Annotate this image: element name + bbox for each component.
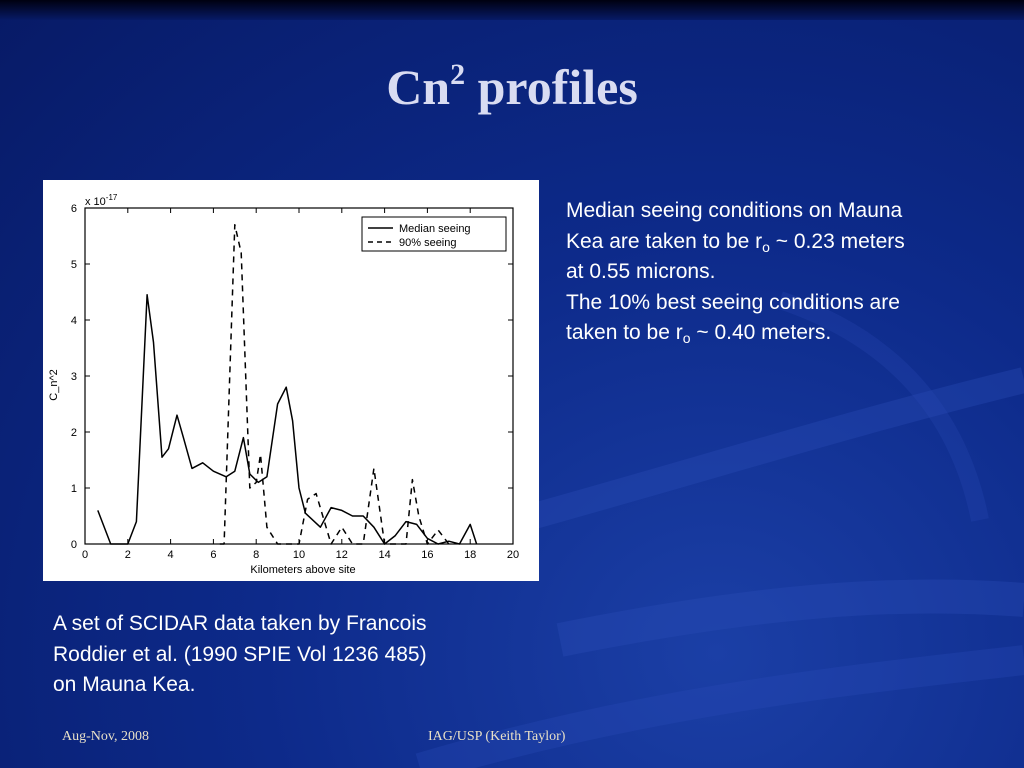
y-tick-label: 0 xyxy=(71,539,77,551)
y-tick-label: 3 xyxy=(71,371,77,383)
side-line-5-sub: o xyxy=(682,330,691,346)
figure-caption: A set of SCIDAR data taken by Francois R… xyxy=(53,609,533,701)
side-line-2-sub: o xyxy=(762,238,770,255)
x-tick-label: 2 xyxy=(125,549,131,561)
legend-median-label: Median seeing xyxy=(399,223,471,235)
x-tick-label: 16 xyxy=(421,549,433,561)
side-line-3: at 0.55 microns. xyxy=(566,260,716,283)
footer-date: Aug-Nov, 2008 xyxy=(62,729,149,744)
x-axis-label: Kilometers above site xyxy=(250,564,355,576)
caption-line-2: Roddier et al. (1990 SPIE Vol 1236 485) xyxy=(53,642,427,666)
side-line-2: Kea are taken to be ro ~ 0.23 meters xyxy=(566,227,1006,258)
x-tick-label: 6 xyxy=(210,549,216,561)
title-superscript: 2 xyxy=(450,58,466,91)
footer-credit: IAG/USP (Keith Taylor) xyxy=(428,729,566,744)
series-median-seeing xyxy=(97,294,478,545)
plot-frame xyxy=(84,207,514,545)
y-tick-label: 1 xyxy=(71,483,77,495)
seeing-description: Median seeing conditions on Mauna Kea ar… xyxy=(566,196,1006,349)
side-line-1: Median seeing conditions on Mauna xyxy=(566,199,903,222)
legend-90-label: 90% seeing xyxy=(399,237,457,249)
x-tick-label: 4 xyxy=(168,549,174,561)
slide-title: Cn2 profiles xyxy=(0,58,1024,116)
caption-line-3: on Mauna Kea. xyxy=(53,673,196,696)
side-line-2a: Kea are taken to be r xyxy=(566,229,763,253)
cn2-profile-chart: 0 2 4 6 8 10 12 14 16 18 20 0 1 2 3 4 5 6 Median seeing 9… xyxy=(43,180,539,581)
y-tick-label: 2 xyxy=(71,427,77,439)
side-line-5b: ~ 0.40 meters. xyxy=(690,321,832,344)
caption-line-1: A set of SCIDAR data taken by Francois xyxy=(53,612,427,635)
x-tick-label: 12 xyxy=(336,549,348,561)
y-tick-label: 5 xyxy=(71,259,77,271)
chart-legend: Median seeing 90% seeing xyxy=(361,216,507,252)
x-tick-label: 0 xyxy=(82,549,88,561)
y-tick-label: 6 xyxy=(71,203,77,215)
y-tick-label: 4 xyxy=(71,315,77,327)
x-tick-label: 20 xyxy=(507,549,519,561)
x-tick-label: 8 xyxy=(253,549,259,561)
side-line-2b: ~ 0.23 meters xyxy=(769,229,905,253)
x-tick-label: 18 xyxy=(464,549,476,561)
side-line-5a: taken to be r xyxy=(566,321,683,344)
side-line-5: taken to be ro ~ 0.40 meters. xyxy=(566,318,1006,349)
title-text: Cn xyxy=(386,59,451,115)
x-tick-label: 10 xyxy=(293,549,305,561)
y-axis-label: C_n^2 xyxy=(48,369,60,400)
y-multiplier-label: x 10-17 xyxy=(85,193,118,208)
side-line-4: The 10% best seeing conditions are xyxy=(566,290,900,314)
series-90-seeing xyxy=(219,224,450,545)
top-band xyxy=(0,0,1024,20)
title-rest: profiles xyxy=(465,59,638,115)
x-tick-label: 14 xyxy=(378,549,390,561)
